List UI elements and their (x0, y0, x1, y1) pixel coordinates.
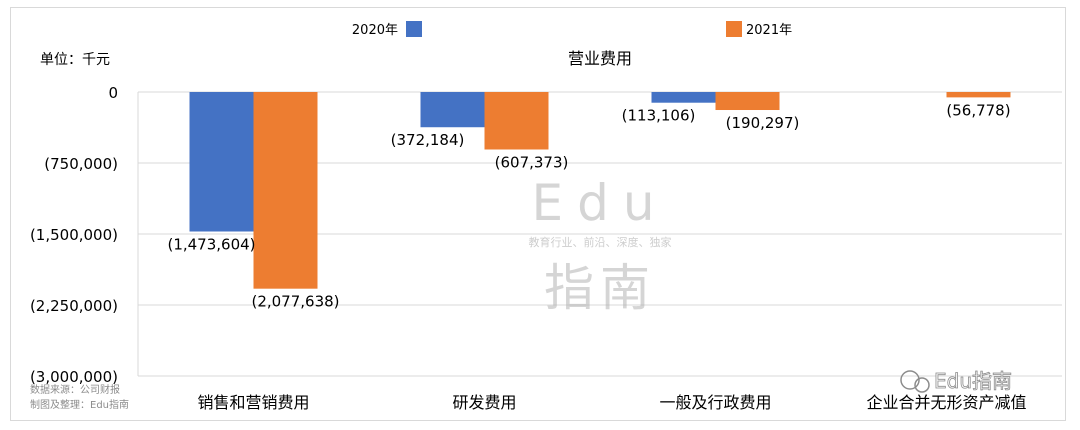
data-label: (2,077,638) (251, 293, 339, 311)
y-tick-labels: 0 (750,000) (1,500,000) (2,250,000) (3,000,0… (30, 84, 118, 386)
y-tick-label: (3,000,000) (30, 368, 118, 386)
category-label: 销售和营销费用 (197, 393, 309, 412)
wechat-icon-bubble (914, 377, 930, 393)
data-labels: (1,473,604) (2,077,638) (372,184) (607,373)… (167, 101, 1010, 310)
legend: 2020年 2021年 (352, 21, 792, 38)
bar-2020年-一般及行政费用 (651, 92, 716, 103)
y-tick-label: (1,500,000) (30, 226, 118, 244)
legend-swatch-2021 (726, 21, 742, 37)
data-label: (190,297) (726, 114, 800, 132)
legend-label-2021: 2021年 (746, 23, 792, 38)
source-note: 数据来源：公司财报 制图及整理：Edu指南 (30, 383, 129, 411)
bar-2021年-销售和营销费用 (253, 92, 318, 289)
source-line-1: 数据来源：公司财报 (30, 383, 120, 396)
legend-swatch-2020 (406, 21, 422, 37)
chart-frame (10, 7, 1066, 421)
unit-label: 单位：千元 (40, 52, 110, 68)
chart-title: 营业费用 (568, 49, 632, 68)
wechat-icon (900, 370, 920, 390)
bar-2021年-企业合并无形资产减值 (946, 92, 1011, 98)
bar-2020年-研发费用 (420, 92, 485, 128)
source-line-2: 制图及整理：Edu指南 (30, 398, 129, 411)
bar-2021年-一般及行政费用 (715, 92, 780, 111)
data-label: (56,778) (946, 101, 1010, 119)
category-labels: 销售和营销费用 研发费用 一般及行政费用 企业合并无形资产减值 (197, 393, 1026, 412)
legend-label-2020: 2020年 (352, 23, 398, 38)
bar-2020年-销售和营销费用 (189, 92, 254, 232)
y-tick-label: (750,000) (44, 155, 118, 173)
corner-brand: Edu指南 (934, 369, 1012, 393)
watermark: Edu 教育行业、前沿、深度、独家 指南 (529, 174, 672, 317)
watermark-tagline: 教育行业、前沿、深度、独家 (529, 235, 672, 249)
bars (189, 92, 1011, 289)
category-label: 一般及行政费用 (659, 393, 771, 412)
y-tick-label: (2,250,000) (30, 297, 118, 315)
data-label: (372,184) (391, 131, 465, 149)
corner-watermark: Edu指南 (900, 369, 1012, 393)
category-label: 研发费用 (452, 393, 516, 412)
bar-2021年-研发费用 (484, 92, 549, 150)
y-tick-label: 0 (108, 84, 118, 102)
data-label: (113,106) (622, 107, 696, 125)
data-label: (1,473,604) (167, 236, 255, 254)
watermark-latin: Edu (531, 174, 668, 232)
data-label: (607,373) (495, 153, 569, 171)
category-label: 企业合并无形资产减值 (866, 393, 1026, 412)
watermark-cn: 指南 (544, 259, 656, 317)
